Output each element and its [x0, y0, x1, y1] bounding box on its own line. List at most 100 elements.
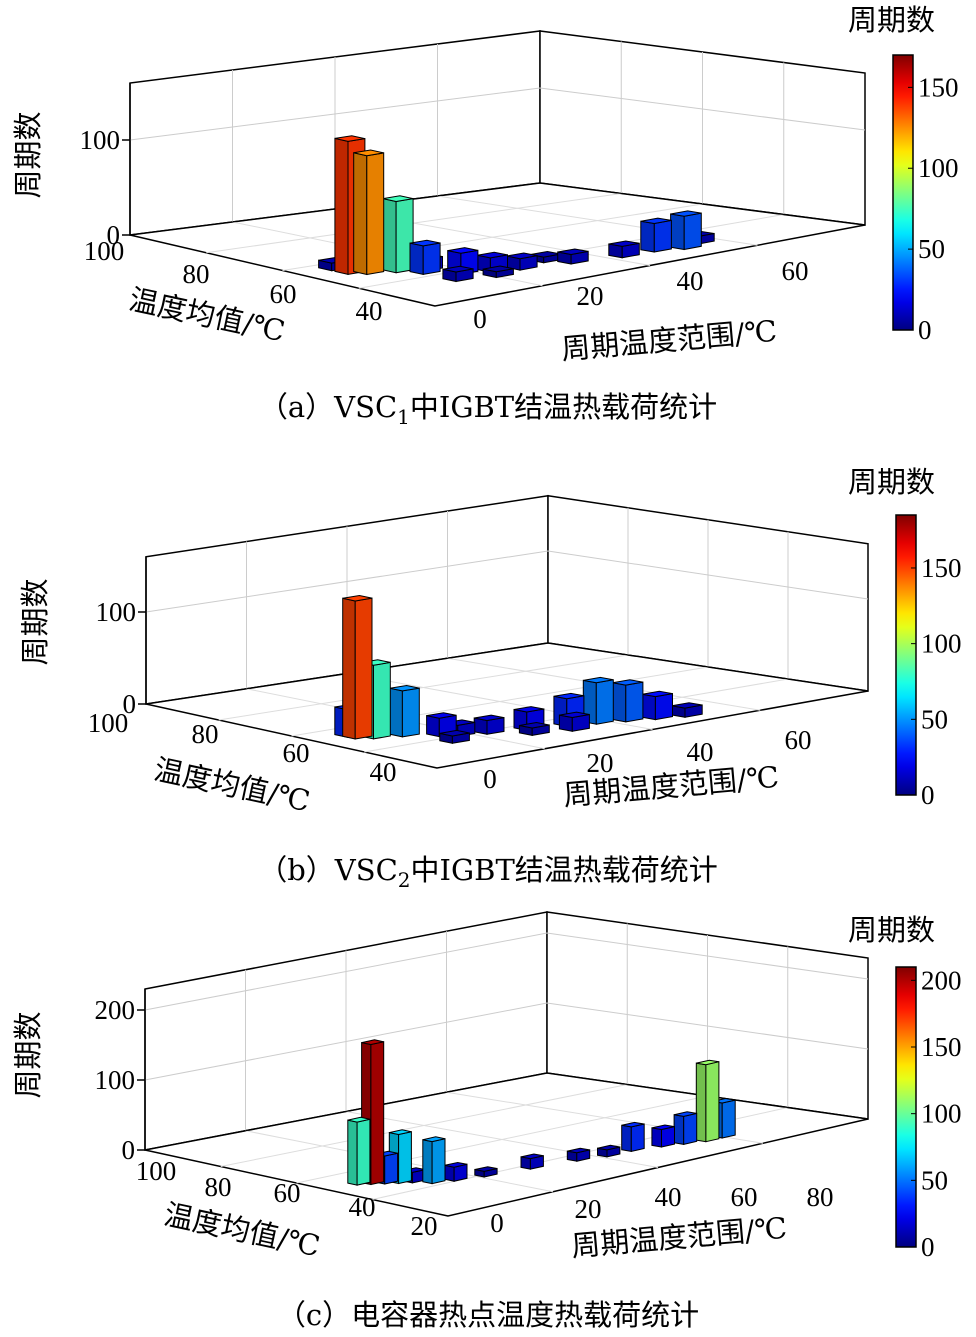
bar: [520, 1153, 544, 1170]
bar-front-face: [389, 687, 403, 738]
bar-top-face: [520, 1153, 544, 1160]
bar-side-face: [630, 1123, 645, 1153]
colorbar-title: 周期数: [848, 913, 935, 947]
bar-top-face: [559, 711, 590, 719]
y-tick-label: 60: [782, 256, 809, 286]
bar-top-face: [696, 1059, 720, 1066]
bar-front-face: [353, 152, 368, 276]
colorbar-title: 周期数: [848, 465, 935, 499]
bar-front-face: [640, 220, 655, 253]
bar-front-face: [444, 1164, 455, 1182]
bar-top-face: [347, 1116, 371, 1123]
x-tick-label: 100: [136, 1156, 177, 1186]
bar-top-face: [426, 712, 457, 719]
bars: [347, 1039, 736, 1186]
bar-top-face: [506, 252, 538, 260]
bar: [442, 265, 474, 283]
colorbar-tick-label: 150: [918, 72, 959, 102]
y-axis-label: 周期温度范围/℃: [570, 1211, 788, 1264]
axes-box: [145, 494, 869, 769]
grid-line: [145, 642, 869, 705]
bar: [347, 1116, 371, 1186]
bar: [651, 1124, 675, 1148]
x-tick-label: 80: [183, 259, 210, 289]
colorbar-tick-label: 100: [921, 629, 962, 659]
bar: [597, 1144, 621, 1158]
y-tick-label: 60: [785, 725, 812, 755]
y-tick-label: 40: [655, 1182, 682, 1212]
bar-top-face: [389, 684, 420, 692]
z-tick-label: 0: [107, 220, 121, 250]
bar-front-face: [612, 682, 627, 723]
y-tick-label: 0: [490, 1208, 504, 1238]
bar-side-face: [356, 1118, 371, 1186]
chart-panel-b: 0 100 100 80 60 40 0 20 40 60 周期数 温度均值/℃ 周期温度范围/℃ 0 50…: [0, 450, 976, 892]
z-tick-label: 100: [80, 125, 121, 155]
bar-top-face: [482, 265, 514, 273]
bar: [382, 195, 414, 274]
bar: [474, 1166, 498, 1178]
grid-line: [218, 654, 629, 721]
bar-top-face: [612, 679, 643, 686]
colorbar-tick-label: 100: [921, 1099, 962, 1129]
bar-top-face: [640, 217, 672, 225]
bar-front-face: [651, 1127, 662, 1148]
z-axis-label: 周期数: [11, 111, 45, 198]
y-tick-label: 20: [577, 281, 604, 311]
grid-line: [129, 182, 866, 236]
bar-side-face: [705, 1061, 720, 1143]
bar-front-face: [382, 197, 397, 274]
bar-top-face: [671, 702, 703, 709]
colorbar-tick-label: 0: [921, 780, 935, 810]
bar-top-face: [474, 1166, 498, 1172]
bar-front-face: [422, 1139, 433, 1185]
bar-top-face: [382, 195, 414, 203]
bar-front-face: [670, 213, 685, 251]
bar: [621, 1121, 645, 1153]
bar-side-face: [661, 1125, 675, 1148]
z-tick-label: 200: [95, 995, 136, 1025]
bar-side-face: [595, 679, 614, 725]
bar-top-face: [513, 706, 544, 713]
axes-box: [144, 911, 869, 1217]
bar-top-face: [553, 692, 584, 700]
colorbar-tick-label: 50: [921, 1165, 948, 1195]
bar-top-face: [557, 248, 589, 256]
bar: [608, 240, 640, 259]
bar-top-face: [621, 1121, 645, 1128]
z-tick-label: 0: [122, 1135, 136, 1165]
x-tick-label: 60: [274, 1178, 301, 1208]
bar: [671, 702, 703, 718]
bar-top-face: [477, 251, 508, 259]
colorbar-tick-label: 150: [921, 1032, 962, 1062]
bar-front-face: [695, 1062, 707, 1143]
z-axis-label: 周期数: [11, 1011, 45, 1098]
colorbar: [892, 54, 914, 331]
x-tick-label: 60: [270, 279, 297, 309]
x-tick-label: 80: [192, 719, 219, 749]
bar-front-face: [641, 693, 656, 721]
bar: [353, 149, 385, 276]
y-tick-label: 20: [575, 1194, 602, 1224]
y-tick-label: 20: [587, 748, 614, 778]
x-tick-label: 60: [283, 738, 310, 768]
x-axis-label: 温度均值/℃: [126, 282, 288, 348]
bar-side-face: [654, 693, 673, 721]
y-tick-label: 0: [473, 304, 487, 334]
bar-side-face: [401, 687, 420, 738]
x-tick-label: 80: [205, 1172, 232, 1202]
bar: [409, 239, 441, 276]
colorbar-tick-label: 0: [921, 1232, 935, 1262]
bar-top-face: [342, 594, 373, 602]
x-tick-label: 20: [411, 1211, 438, 1241]
x-tick-label: 100: [84, 236, 125, 266]
bar: [444, 1161, 468, 1182]
bar: [422, 1136, 446, 1185]
z-axis-label: 周期数: [18, 578, 52, 665]
bar-top-face: [608, 240, 640, 247]
x-tick-label: 100: [88, 708, 129, 738]
grid-line: [144, 1072, 869, 1151]
